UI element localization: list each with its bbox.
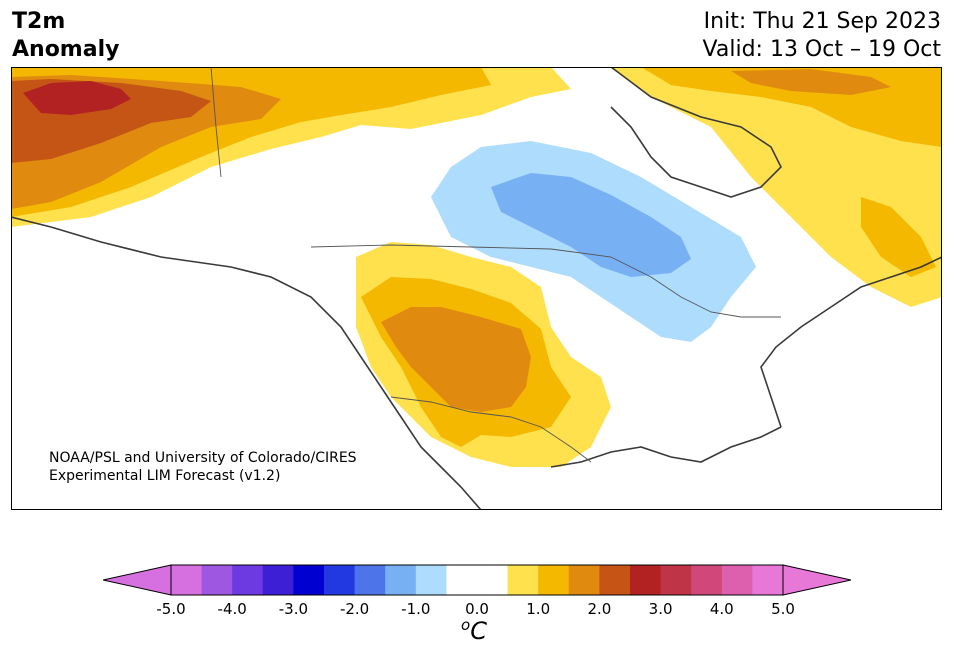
colorbar-tick-label: 4.0 — [709, 600, 734, 618]
title-line-2: Anomaly — [12, 37, 120, 62]
valid-date: Valid: 13 Oct – 19 Oct — [702, 37, 941, 62]
anomaly-map — [11, 67, 942, 510]
colorbar-tick-label: 5.0 — [771, 600, 795, 618]
credit-line-2: Experimental LIM Forecast (v1.2) — [49, 468, 281, 484]
colorbar-bin — [446, 565, 478, 595]
init-date: Init: Thu 21 Sep 2023 — [703, 9, 941, 34]
colorbar-bin — [630, 565, 662, 595]
colorbar-tick-label: 1.0 — [526, 600, 551, 618]
alaska-canada-border — [210, 67, 222, 178]
colorbar-tick-label: -2.0 — [339, 600, 370, 618]
colorbar-bin — [293, 565, 325, 595]
colorbar-bin — [507, 565, 539, 595]
colorbar-over-triangle — [782, 564, 852, 596]
colorbar-bin — [232, 565, 264, 595]
colorbar-bin — [477, 565, 509, 595]
colorbar-bin — [691, 565, 723, 595]
warm-zone-labrador-gold — [861, 197, 936, 277]
hudson-bay-coastline — [610, 67, 782, 198]
colorbar-under-triangle — [102, 564, 172, 596]
gulf-coastline — [550, 426, 782, 468]
colorbar-tick-label: 3.0 — [648, 600, 673, 618]
colorbar-unit-label: oC — [461, 616, 487, 645]
colorbar-bins — [170, 564, 784, 596]
coastline-group — [11, 67, 942, 510]
title-line-1: T2m — [12, 9, 66, 34]
colorbar-tick-label: -3.0 — [278, 600, 309, 618]
map-frame — [11, 67, 942, 510]
colorbar-bin — [385, 565, 417, 595]
colorbar-bin — [752, 565, 784, 595]
pacific-coastline — [11, 216, 482, 510]
colorbar-bin — [538, 565, 570, 595]
map-canvas — [11, 67, 942, 510]
unit-letter: C — [470, 617, 487, 645]
warm-zone-northwest-red — [23, 81, 131, 115]
colorbar-bin — [415, 565, 447, 595]
colorbar-bin — [201, 565, 233, 595]
map-title: T2m Anomaly — [12, 8, 119, 64]
cool-zone-inner — [491, 173, 691, 277]
colorbar-tick-label: -5.0 — [156, 600, 186, 618]
degree-mark: o — [461, 616, 471, 634]
colorbar — [102, 564, 852, 596]
canada-us-border — [310, 244, 781, 318]
colorbar-tick-label: 2.0 — [587, 600, 612, 618]
atlantic-coastline — [760, 256, 942, 428]
colorbar-tick-label: -1.0 — [401, 600, 431, 618]
colorbar-bin — [171, 565, 203, 595]
colorbar-tick-label: 0.0 — [465, 600, 489, 618]
colorbar-canvas — [102, 564, 852, 596]
warm-zone-southwest-orange — [381, 307, 531, 412]
colorbar-bin — [568, 565, 600, 595]
colorbar-bin — [599, 565, 631, 595]
forecast-dates: Init: Thu 21 Sep 2023 Valid: 13 Oct – 19… — [703, 8, 941, 64]
credit-text: NOAA/PSL and University of Colorado/CIRE… — [49, 449, 357, 485]
warm-zone-northeast-orange — [731, 69, 891, 95]
colorbar-bin — [262, 565, 294, 595]
colorbar-bin — [721, 565, 753, 595]
us-mexico-border — [390, 396, 592, 463]
colorbar-bin — [354, 565, 386, 595]
colorbar-bin — [324, 565, 356, 595]
credit-line-1: NOAA/PSL and University of Colorado/CIRE… — [49, 450, 357, 466]
colorbar-tick-label: -4.0 — [217, 600, 247, 618]
colorbar-bin — [660, 565, 692, 595]
